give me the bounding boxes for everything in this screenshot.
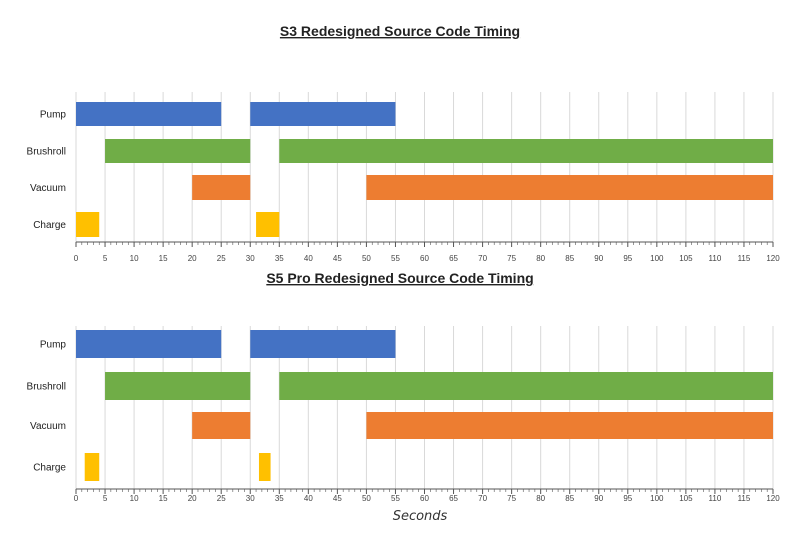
x-tick-label: 65 xyxy=(449,254,458,263)
bar-charge-2 xyxy=(256,212,279,237)
x-tick-label: 15 xyxy=(159,494,168,503)
x-tick-label: 65 xyxy=(449,494,458,503)
x-tick-label: 50 xyxy=(362,254,371,263)
x-tick-label: 45 xyxy=(333,494,342,503)
bar-pump-1 xyxy=(76,330,221,358)
x-tick-label: 60 xyxy=(420,254,429,263)
bar-pump-1 xyxy=(76,102,221,126)
x-tick-label: 110 xyxy=(709,494,722,503)
x-tick-label: 100 xyxy=(650,494,664,503)
x-tick-label: 70 xyxy=(478,254,487,263)
category-label-vacuum: Vacuum xyxy=(30,183,66,194)
bar-brushroll-2 xyxy=(279,139,773,163)
x-tick-label: 0 xyxy=(74,494,79,503)
x-tick-label: 85 xyxy=(565,254,574,263)
category-label-pump: Pump xyxy=(40,110,67,121)
x-tick-label: 60 xyxy=(420,494,429,503)
bar-pump-2 xyxy=(250,330,395,358)
x-tick-label: 5 xyxy=(103,494,108,503)
chart-title: S5 Pro Redesigned Source Code Timing xyxy=(266,270,533,286)
bar-charge-1 xyxy=(85,453,100,481)
category-label-brushroll: Brushroll xyxy=(27,382,66,393)
x-tick-label: 0 xyxy=(74,254,79,263)
x-tick-label: 35 xyxy=(275,494,284,503)
x-tick-label: 10 xyxy=(130,254,139,263)
x-tick-label: 80 xyxy=(536,254,545,263)
bar-brushroll-1 xyxy=(105,139,250,163)
x-tick-label: 20 xyxy=(188,254,197,263)
bar-brushroll-1 xyxy=(105,372,250,400)
x-tick-label: 95 xyxy=(623,254,632,263)
x-tick-label: 105 xyxy=(679,494,693,503)
x-tick-label: 80 xyxy=(536,494,545,503)
x-tick-label: 70 xyxy=(478,494,487,503)
x-tick-label: 90 xyxy=(594,254,603,263)
x-tick-label: 25 xyxy=(217,254,226,263)
x-tick-label: 10 xyxy=(130,494,139,503)
x-tick-label: 90 xyxy=(594,494,603,503)
x-axis-label: Seconds xyxy=(393,509,448,524)
chart-title: S3 Redesigned Source Code Timing xyxy=(280,23,520,39)
x-tick-label: 120 xyxy=(766,494,780,503)
x-tick-label: 15 xyxy=(159,254,168,263)
category-label-charge: Charge xyxy=(33,463,66,474)
x-tick-label: 5 xyxy=(103,254,108,263)
chart-1: S3 Redesigned Source Code Timing 0 5 10 15 20… xyxy=(27,23,781,263)
x-tick-label: 85 xyxy=(565,494,574,503)
bar-vacuum-2 xyxy=(366,412,773,439)
x-tick-label: 110 xyxy=(709,254,722,263)
x-tick-label: 75 xyxy=(507,254,516,263)
bar-vacuum-2 xyxy=(366,175,773,200)
x-tick-label: 55 xyxy=(391,254,400,263)
category-label-charge: Charge xyxy=(33,220,66,231)
x-tick-label: 105 xyxy=(679,254,693,263)
bar-vacuum-1 xyxy=(192,175,250,200)
x-tick-label: 45 xyxy=(333,254,342,263)
bar-charge-2 xyxy=(259,453,271,481)
x-tick-label: 40 xyxy=(304,254,313,263)
category-label-vacuum: Vacuum xyxy=(30,421,66,432)
bar-pump-2 xyxy=(250,102,395,126)
x-tick-label: 115 xyxy=(738,494,751,503)
x-tick-label: 35 xyxy=(275,254,284,263)
x-tick-label: 55 xyxy=(391,494,400,503)
x-tick-label: 120 xyxy=(766,254,780,263)
category-label-pump: Pump xyxy=(40,340,67,351)
x-tick-label: 95 xyxy=(623,494,632,503)
x-tick-label: 40 xyxy=(304,494,313,503)
x-tick-label: 25 xyxy=(217,494,226,503)
bar-charge-1 xyxy=(76,212,99,237)
x-tick-label: 75 xyxy=(507,494,516,503)
x-tick-label: 100 xyxy=(650,254,664,263)
x-tick-label: 115 xyxy=(738,254,751,263)
bar-vacuum-1 xyxy=(192,412,250,439)
chart-2: S5 Pro Redesigned Source Code Timing 0 5 10… xyxy=(27,270,781,524)
x-tick-label: 30 xyxy=(246,494,255,503)
x-tick-label: 20 xyxy=(188,494,197,503)
bar-brushroll-2 xyxy=(279,372,773,400)
x-tick-label: 30 xyxy=(246,254,255,263)
category-label-brushroll: Brushroll xyxy=(27,147,66,158)
x-tick-label: 50 xyxy=(362,494,371,503)
